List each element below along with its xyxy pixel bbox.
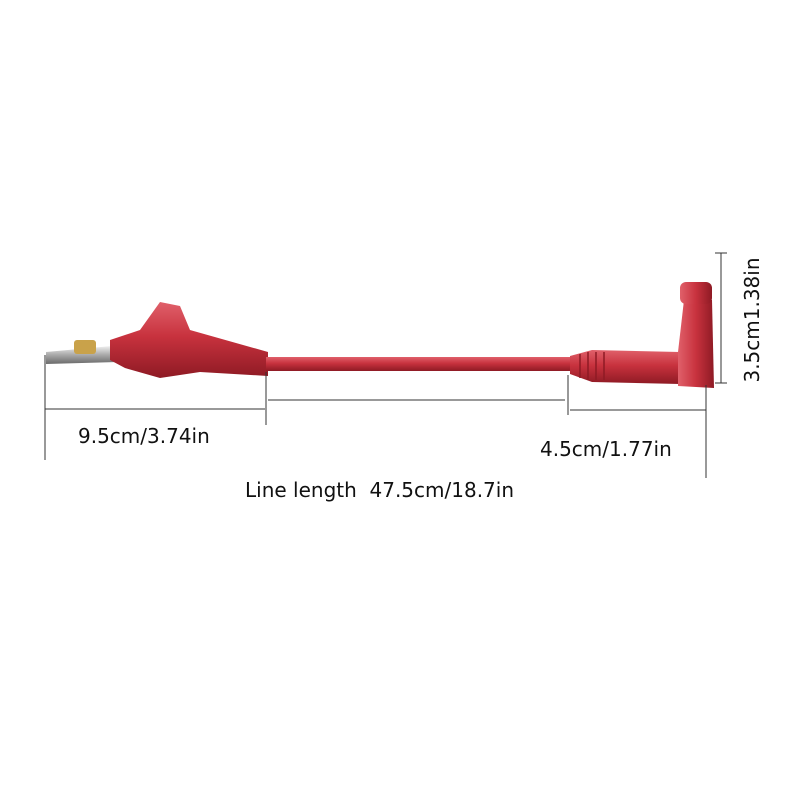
line-length-label: Line length 47.5cm/18.7in [245, 478, 514, 502]
cable [266, 357, 572, 371]
plug-tip [680, 282, 712, 304]
plug-length-label: 4.5cm/1.77in [540, 437, 672, 461]
clip-length-label: 9.5cm/3.74in [78, 424, 210, 448]
plug-sleeve [570, 350, 680, 384]
clip-jaw [46, 346, 118, 364]
plug-body [678, 300, 714, 388]
plug-height-label: 3.5cm1.38in [740, 257, 764, 382]
grip-ridges [579, 352, 605, 380]
clip-screw [74, 340, 96, 354]
clip-boot [110, 302, 268, 378]
test-lead [46, 282, 714, 388]
dimension-lines [44, 252, 727, 478]
